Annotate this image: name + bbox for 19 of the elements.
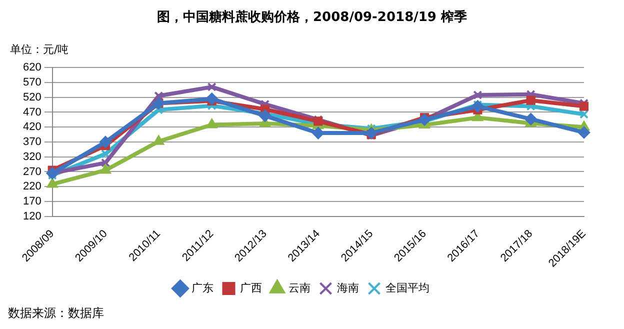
y-tick-label: 220 — [22, 180, 42, 193]
y-tick-label: 370 — [22, 136, 42, 148]
legend-label: 广西 — [240, 281, 262, 294]
y-tick-label: 320 — [22, 150, 42, 163]
y-tick-label: 470 — [22, 106, 42, 118]
y-tick-label: 620 — [22, 62, 42, 74]
y-tick-label: 520 — [22, 91, 42, 104]
y-axis-title: 单位：元/吨 — [10, 42, 69, 57]
legend-label: 海南 — [336, 281, 359, 294]
legend-label: 云南 — [288, 281, 310, 294]
y-tick-label: 420 — [22, 121, 42, 134]
y-tick-label: 270 — [22, 166, 42, 178]
source-note: 数据来源：数据库 — [8, 305, 104, 322]
legend-label: 全国平均 — [385, 281, 430, 294]
chart-title: 图，中国糖料蔗收购价格，2008/09-2018/19 榨季 — [156, 8, 468, 26]
y-tick-label: 170 — [22, 196, 42, 208]
y-tick-label: 120 — [22, 210, 42, 222]
y-tick-label: 570 — [22, 76, 42, 89]
legend-label: 广东 — [191, 281, 214, 294]
